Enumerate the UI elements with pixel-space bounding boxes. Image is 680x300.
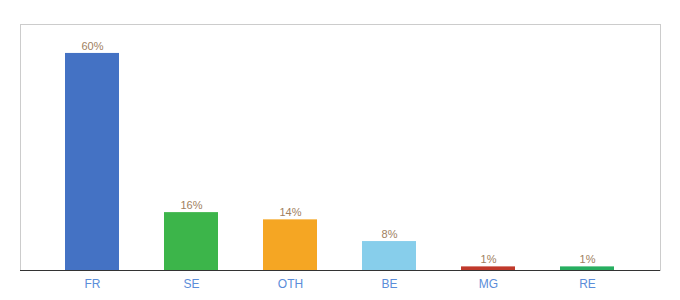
svg-text:14%: 14%: [279, 206, 301, 218]
svg-text:1%: 1%: [580, 253, 596, 265]
svg-text:BE: BE: [381, 277, 397, 291]
svg-text:SE: SE: [183, 277, 199, 291]
svg-text:MG: MG: [479, 277, 498, 291]
svg-text:60%: 60%: [81, 40, 103, 52]
svg-text:1%: 1%: [481, 253, 497, 265]
svg-text:FR: FR: [85, 277, 101, 291]
svg-text:8%: 8%: [382, 228, 398, 240]
svg-text:RE: RE: [579, 277, 596, 291]
svg-text:16%: 16%: [180, 199, 202, 211]
svg-text:OTH: OTH: [278, 277, 303, 291]
